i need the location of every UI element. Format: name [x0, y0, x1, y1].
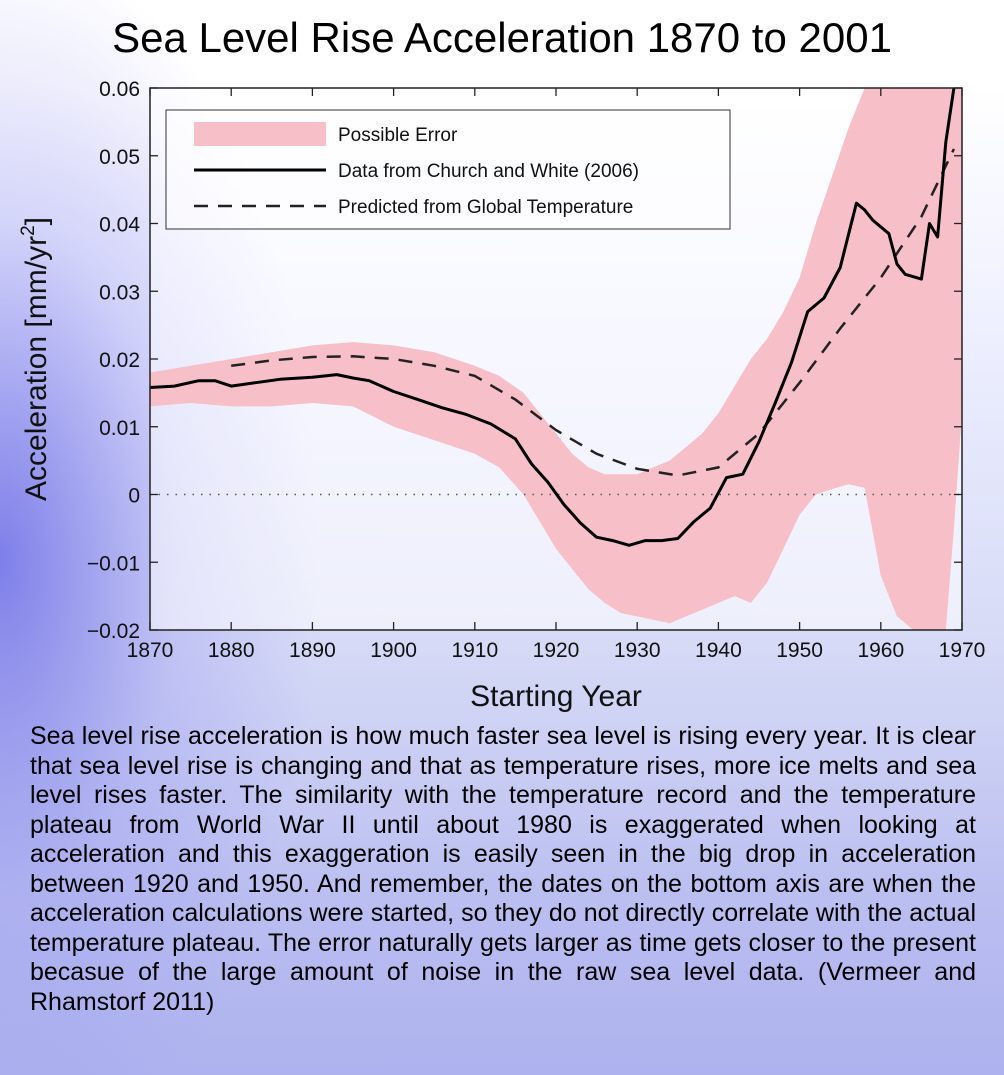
legend-label-predicted: Predicted from Global Temperature: [338, 197, 633, 218]
predicted-line: [231, 148, 956, 477]
y-tick-label: 0.04: [99, 214, 140, 237]
band-layer: [150, 88, 962, 630]
x-axis-label: Starting Year: [470, 680, 642, 713]
x-tick-label: 1890: [289, 639, 336, 662]
x-tick-label: 1930: [614, 639, 661, 662]
description-text: Sea level rise acceleration is how much …: [30, 722, 976, 1016]
y-tick-label: 0.01: [99, 417, 140, 440]
y-axis-label-end: ]: [20, 217, 53, 225]
x-tick-label: 1870: [127, 639, 174, 662]
x-tick-label: 1910: [451, 639, 498, 662]
y-axis-label-main: Acceleration [mm/yr: [20, 236, 53, 501]
x-tick-label: 1920: [533, 639, 580, 662]
y-tick-label: 0.02: [99, 349, 140, 372]
legend-label-error: Possible Error: [338, 125, 458, 146]
y-tick-label: −0.01: [87, 552, 140, 575]
legend: Possible Error Data from Church and Whit…: [165, 109, 731, 230]
chart-title: Sea Level Rise Acceleration 1870 to 2001: [112, 14, 892, 61]
x-tick-label: 1960: [857, 639, 904, 662]
ticks-layer: 1870 1880 1890 1900 1910 1920 1930 1940 1950 1960…: [87, 78, 986, 662]
x-tick-label: 1950: [776, 639, 823, 662]
legend-label-data: Data from Church and White (2006): [338, 161, 639, 182]
y-axis-label-sup: 2: [18, 225, 39, 236]
error-band: [150, 88, 962, 630]
y-tick-label: 0.05: [99, 146, 140, 169]
x-tick-label: 1940: [695, 639, 742, 662]
data-line: [150, 88, 956, 547]
sea-level-chart: 1870 1880 1890 1900 1910 1920 1930 1940 1950 1960…: [18, 78, 986, 713]
y-tick-label: −0.02: [87, 620, 140, 643]
y-tick-label: 0: [128, 485, 140, 508]
legend-swatch-error: [194, 122, 326, 146]
series-layer: [150, 88, 956, 547]
x-tick-label: 1880: [208, 639, 255, 662]
y-axis-label: Acceleration [mm/yr2]: [18, 217, 53, 501]
x-tick-label: 1970: [939, 639, 986, 662]
x-tick-label: 1900: [370, 639, 417, 662]
y-tick-label: 0.06: [99, 78, 140, 101]
y-tick-label: 0.03: [99, 281, 140, 304]
